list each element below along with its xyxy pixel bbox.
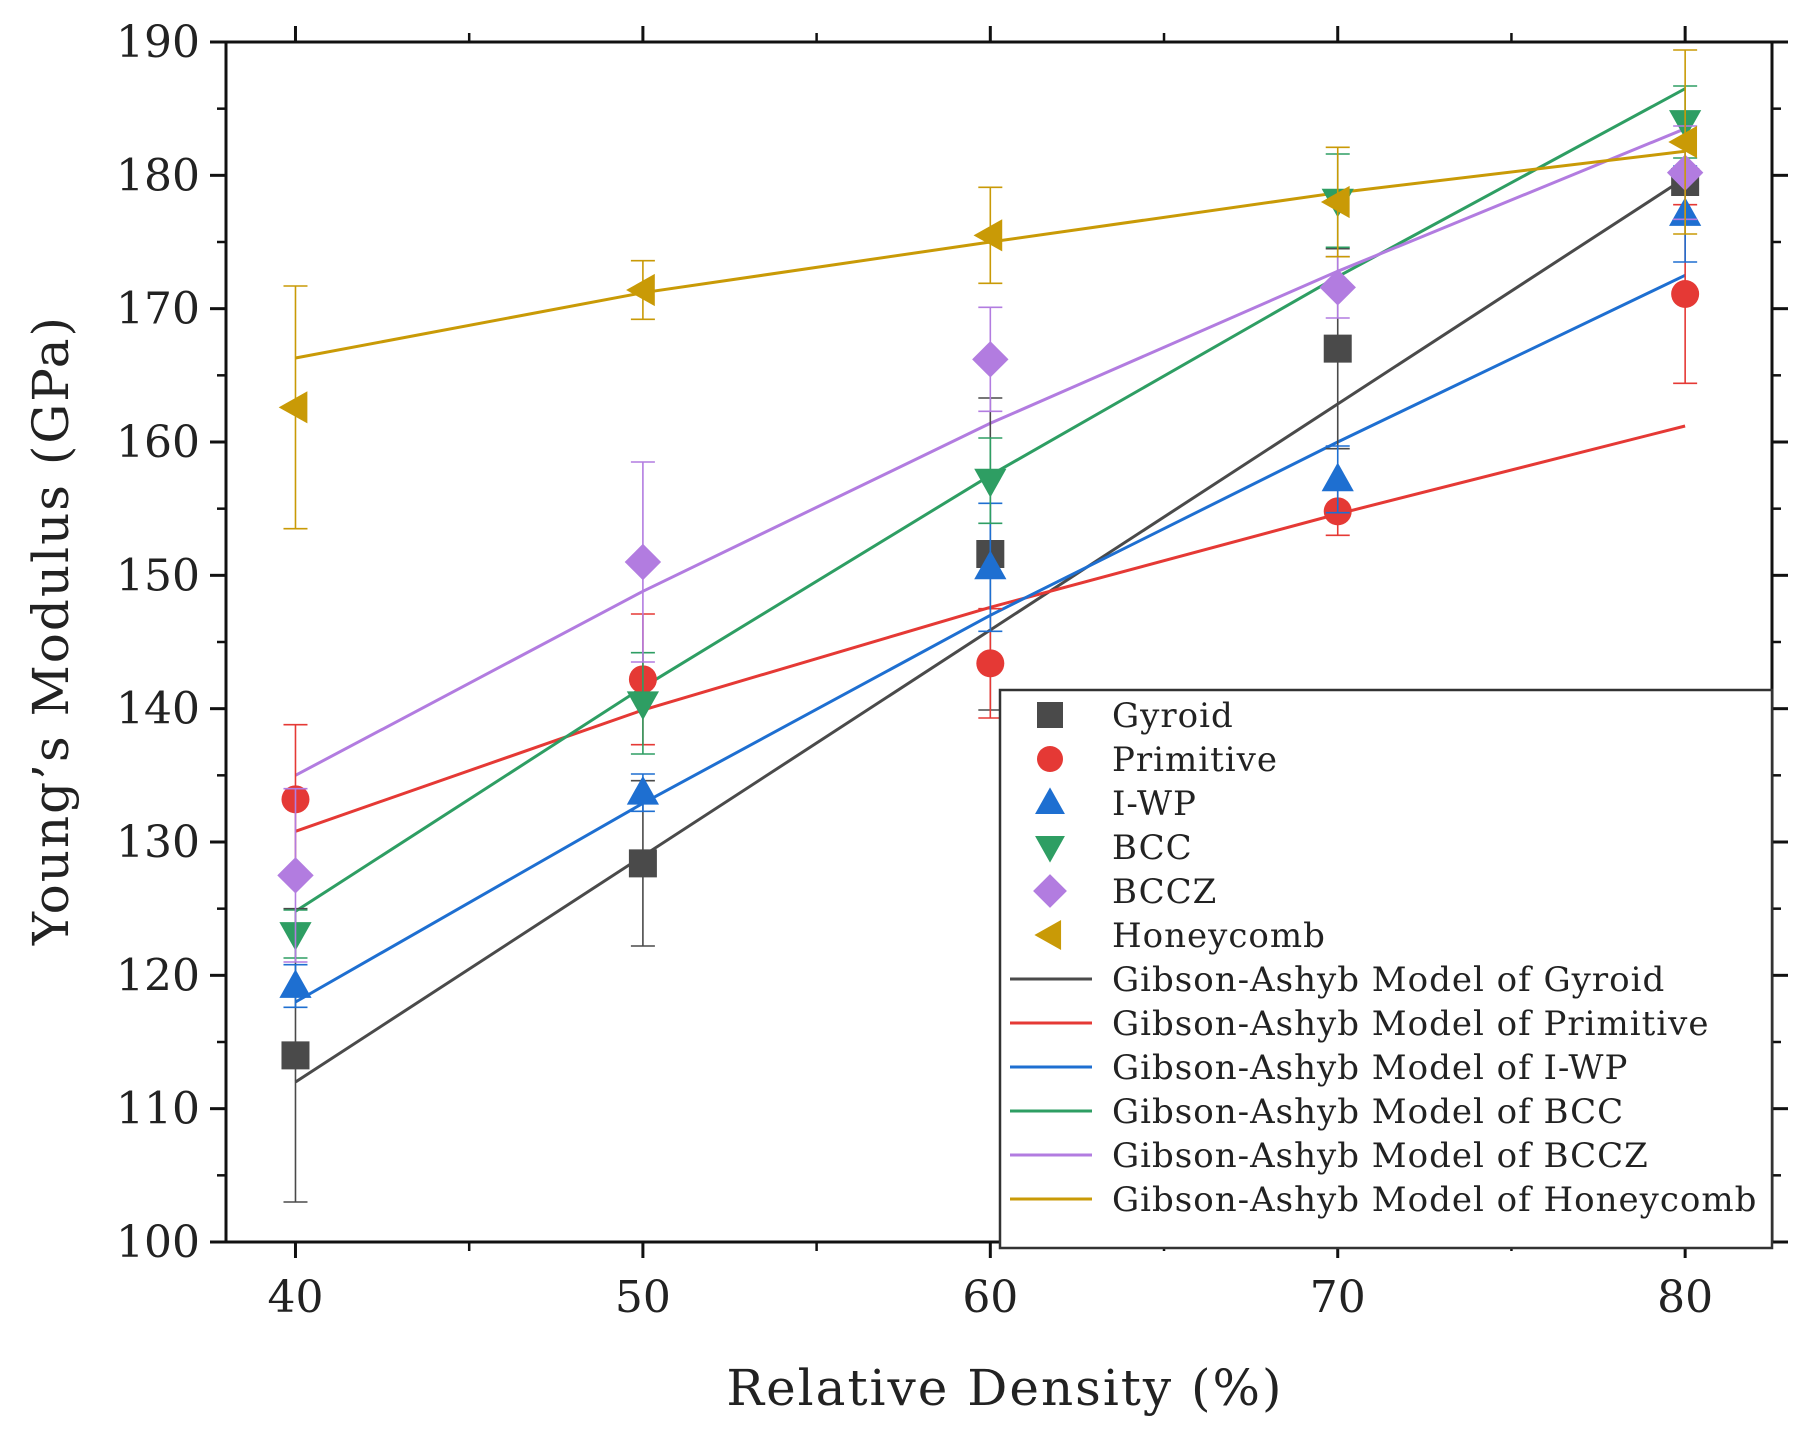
y-tick-label: 170 xyxy=(116,284,200,335)
y-tick-label: 100 xyxy=(116,1217,200,1268)
data-point xyxy=(278,391,308,424)
data-point xyxy=(628,849,657,878)
axes: 40 50 60 70 80 100 110 120 130 140 150 160 170 180 190 xyxy=(116,17,1788,1323)
data-point xyxy=(626,273,655,307)
legend-label-honeycomb: Honeycomb xyxy=(1112,916,1326,956)
data-point xyxy=(279,969,312,998)
legend-box xyxy=(998,688,1774,1250)
legend: GyroidPrimitiveI-WPBCCBCCZHoneycombGibso… xyxy=(998,688,1774,1250)
legend-label-bccz: BCCZ xyxy=(1112,872,1217,912)
y-axis-title: Young’s Modulus (GPa) xyxy=(22,315,80,946)
legend-marker-bccz xyxy=(1033,874,1067,908)
x-tick-label: 60 xyxy=(962,1272,1018,1323)
y-tick-label: 140 xyxy=(116,684,200,735)
legend-marker-honeycomb xyxy=(1034,920,1062,950)
legend-label-i-wp: I-WP xyxy=(1112,784,1197,824)
legend-label-model-5: Gibson-Ashyb Model of Honeycomb xyxy=(1112,1180,1757,1220)
y-tick-label: 120 xyxy=(116,950,200,1001)
data-point xyxy=(976,649,1005,678)
data-point xyxy=(626,775,659,805)
data-point xyxy=(1320,185,1350,219)
legend-marker-gyroid xyxy=(1037,702,1063,728)
legend-label-primitive: Primitive xyxy=(1112,740,1278,780)
data-point xyxy=(974,468,1007,498)
data-point xyxy=(626,691,659,721)
legend-label-model-3: Gibson-Ashyb Model of BCC xyxy=(1112,1092,1624,1132)
y-tick-label: 130 xyxy=(116,817,200,868)
legend-marker-i-wp xyxy=(1035,787,1065,815)
data-point xyxy=(624,543,662,581)
legend-label-gyroid: Gyroid xyxy=(1112,696,1234,736)
x-tick-label: 80 xyxy=(1657,1272,1713,1323)
plot-area xyxy=(277,49,1704,1203)
y-tick-label: 160 xyxy=(116,417,200,468)
x-tick-label: 50 xyxy=(615,1272,671,1323)
data-point xyxy=(972,341,1009,378)
data-point xyxy=(974,550,1007,580)
legend-label-model-4: Gibson-Ashyb Model of BCCZ xyxy=(1112,1136,1649,1176)
legend-label-model-2: Gibson-Ashyb Model of I-WP xyxy=(1112,1048,1628,1088)
legend-marker-bcc xyxy=(1035,835,1065,863)
y-tick-label: 180 xyxy=(116,150,200,201)
y-tick-label: 150 xyxy=(116,550,200,601)
y-tick-label: 110 xyxy=(116,1084,200,1135)
data-point xyxy=(973,219,1003,252)
x-tick-label: 40 xyxy=(267,1272,323,1323)
data-point xyxy=(1321,462,1354,492)
x-axis-title: Relative Density (%) xyxy=(726,1359,1283,1417)
legend-marker-primitive xyxy=(1037,746,1063,772)
data-point xyxy=(1671,280,1700,308)
legend-label-bcc: BCC xyxy=(1112,828,1193,868)
data-point xyxy=(277,857,314,894)
series-honeycomb xyxy=(278,49,1698,530)
data-point xyxy=(1323,334,1352,363)
x-tick-label: 70 xyxy=(1310,1272,1366,1323)
data-point xyxy=(1668,125,1698,159)
legend-label-model-0: Gibson-Ashyb Model of Gyroid xyxy=(1112,960,1665,1000)
data-point xyxy=(281,1041,310,1070)
y-tick-label: 190 xyxy=(116,17,200,68)
legend-label-model-1: Gibson-Ashyb Model of Primitive xyxy=(1112,1004,1709,1044)
data-point xyxy=(1319,269,1356,306)
